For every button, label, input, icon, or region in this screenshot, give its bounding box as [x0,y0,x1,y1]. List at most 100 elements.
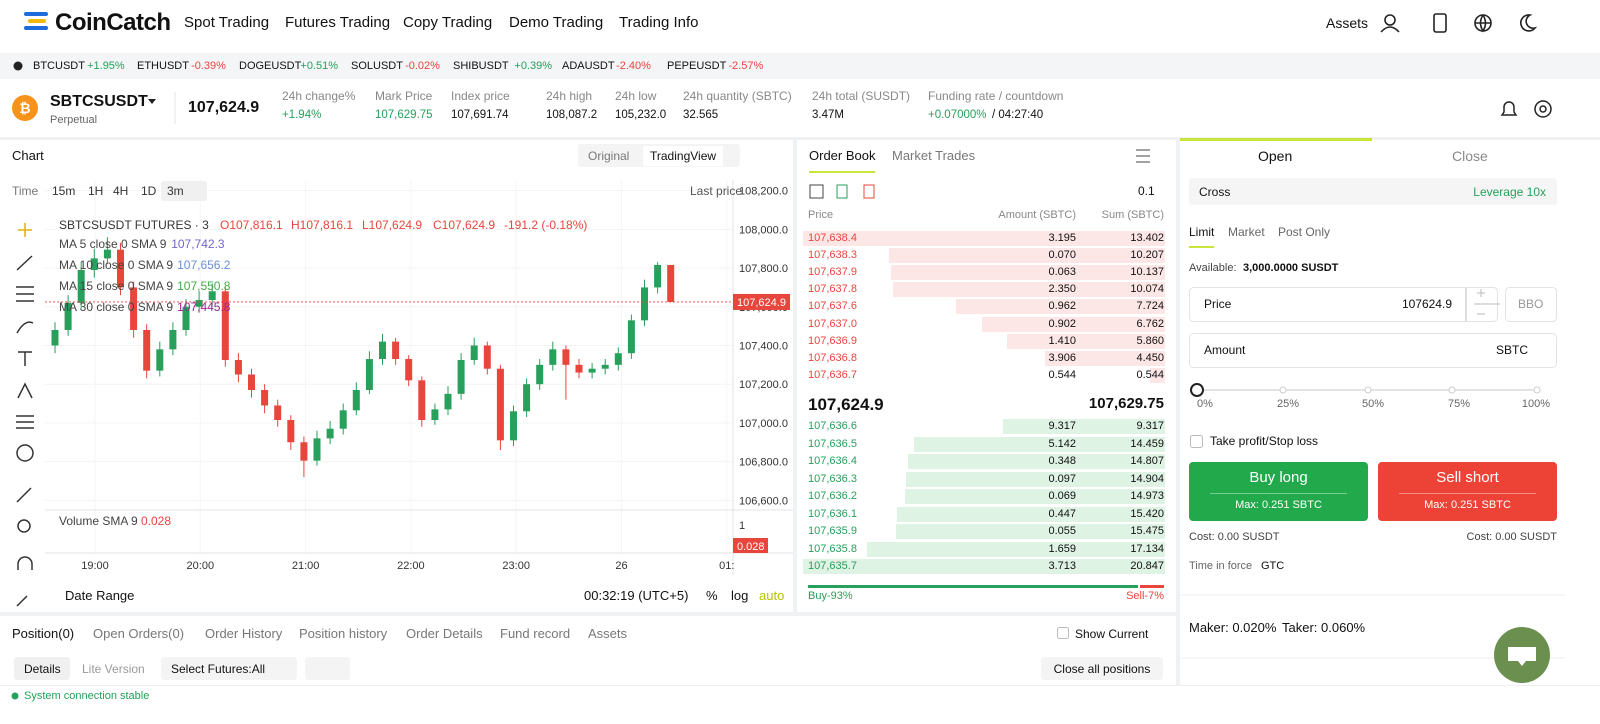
nav-link[interactable]: Demo Trading [509,14,604,31]
divider [0,612,1176,616]
available: 3,000.0000 SUSDT [1243,262,1339,274]
mid-price: 107,624.9 [808,395,884,414]
order-type[interactable]: Market [1228,225,1265,239]
candle-body [287,420,295,443]
button-rule [1399,493,1536,494]
close-all-box [1041,657,1163,680]
sell-ratio: Sell-7% [1126,590,1164,602]
ohlc-value: C107,624.9 [433,218,495,232]
candle-body [379,341,386,360]
interval[interactable]: 3m [167,184,184,198]
ticker-symbol[interactable]: BTCUSDT [33,60,85,72]
candle-body [143,330,151,371]
position-tab[interactable]: Order History [205,626,283,641]
filter-icon-box[interactable] [305,657,350,680]
close-all[interactable]: Close all positions [1053,662,1151,676]
stat-extra: / 04:27:40 [992,109,1044,121]
position-tab[interactable]: Order Details [406,626,483,641]
book-tab[interactable]: Order Book [809,148,876,173]
precision[interactable]: 0.1 [1138,184,1155,198]
candle-body [470,345,478,360]
ma-label: MA 10 close 0 SMA 9 [59,258,173,272]
position-tab[interactable]: Open Orders(0) [93,626,185,641]
ticker-symbol[interactable]: ADAUSDT [562,60,615,72]
position-tab[interactable]: Position(0) [12,626,75,641]
book-tab[interactable]: Market Trades [892,148,976,163]
price-input[interactable]: 107624.9 [1401,297,1452,311]
stat-value: 105,232.0 [615,109,667,121]
ticker-symbol[interactable]: SOLUSDT [351,60,403,72]
interval[interactable]: 4H [113,184,129,198]
date-range[interactable]: Date Range [65,588,135,603]
tif[interactable]: GTC [1261,560,1285,572]
ticker-symbol[interactable]: SHIBUSDT [453,60,509,72]
book-sum: 20.847 [1130,560,1164,572]
auto-toggle[interactable]: auto [759,588,785,603]
interval[interactable]: 15m [52,184,76,198]
position-tab[interactable]: Fund record [500,626,571,641]
candle-body [496,368,504,441]
interval[interactable]: 1H [88,184,104,198]
slider-label: 50% [1361,398,1385,410]
depth-bar [896,524,1165,539]
x-tick-label: 21:00 [292,560,320,572]
ticker-symbol[interactable]: ETHUSDT [137,60,189,72]
nav-link[interactable]: Futures Trading [285,14,391,31]
nav-link[interactable]: Spot Trading [184,14,270,31]
ticker-change: +0.39% [514,60,553,72]
nav-link[interactable]: Trading Info [619,14,699,31]
tpsl[interactable]: Take profit/Stop loss [1210,434,1319,448]
depth-bar [1003,419,1165,434]
chart-tools [16,223,34,607]
ticker-symbol[interactable]: DOGEUSDT [239,60,302,72]
book-amount: 3.195 [1048,232,1076,244]
amount-unit[interactable]: SBTC [1495,343,1528,357]
column-header: Amount (SBTC) [998,209,1076,221]
depth-bar [803,231,1165,246]
show-current[interactable]: Show Current [1075,627,1149,641]
candle-body [208,291,216,300]
margin-mode[interactable]: Cross [1199,185,1231,199]
order-type[interactable]: Limit [1189,225,1215,248]
nav-link[interactable]: Copy Trading [403,14,493,31]
sell-button[interactable] [1378,462,1557,521]
book-sum: 6.762 [1136,317,1164,330]
ohlc-value: L107,624.9 [362,218,422,232]
buy-button[interactable] [1189,462,1368,521]
trade-tab[interactable]: Open [1258,148,1293,164]
depth-bar [867,541,1165,557]
filter[interactable]: Select Futures:All [171,662,266,676]
interval[interactable]: 1D [141,184,157,198]
last-price-label: 107,624.9 [737,297,786,309]
position-tab[interactable]: Assets [588,626,628,641]
ticker-symbol[interactable]: PEPEUSDT [667,60,727,72]
column-header: Price [808,209,834,221]
amount-label[interactable]: Amount [1204,343,1246,357]
divider [1176,140,1180,686]
view-option[interactable]: Original [588,149,630,163]
depth-bar [1006,333,1165,349]
stat-value: 107,629.75 [375,109,433,121]
leverage[interactable]: Leverage 10x [1473,185,1546,199]
percent-toggle[interactable]: % [706,588,718,603]
candle-body [313,438,321,461]
order-type[interactable]: Post Only [1278,225,1331,239]
symbol-name[interactable]: SBTCSUSDT [50,93,148,110]
assets-link[interactable]: Assets [1326,15,1369,31]
y-tick-label: 108,200.0 [739,186,788,198]
chart-title: SBTCSUSDT FUTURES · 3 [59,218,209,232]
log-toggle[interactable]: log [731,588,749,603]
view-tab[interactable]: Lite Version [82,662,145,676]
depth-bar [1044,350,1165,366]
position-tab[interactable]: Position history [299,626,388,641]
view-option[interactable]: TradingView [643,146,724,166]
book-sum: 10.137 [1130,266,1164,279]
bbo[interactable]: BBO [1518,297,1544,311]
price-type[interactable]: Last price [690,184,743,198]
view-tab[interactable]: Details [24,662,61,676]
stat-label: 24h total (SUSDT) [812,89,911,103]
trade-tab[interactable]: Close [1452,148,1488,164]
taker-fee: Taker: 0.060% [1282,620,1366,635]
volume-tag [733,538,768,553]
candle-body [156,349,164,371]
